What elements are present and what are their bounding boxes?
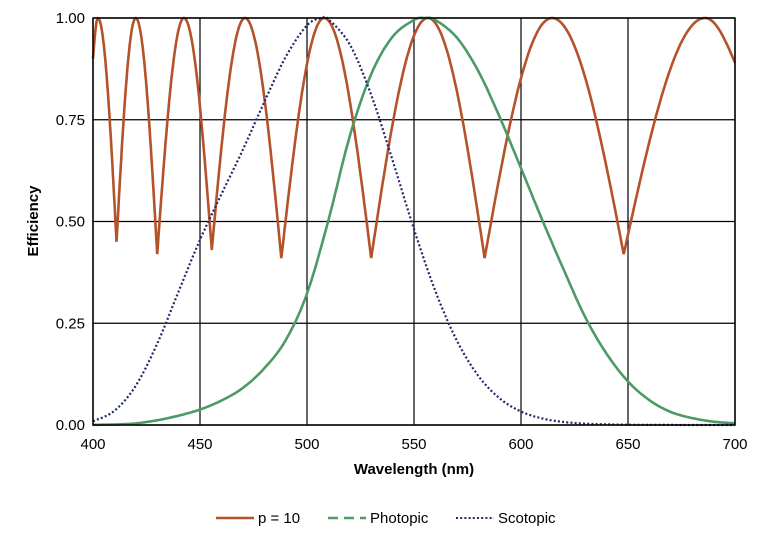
tick-labels: 400 450 500 550 600 650 700 0.00 0.25 0.50 0.75 1.0…	[56, 10, 748, 453]
x-tick-label: 550	[401, 436, 426, 453]
series-line-0	[91, 16, 737, 259]
legend-item: p = 10	[216, 510, 300, 527]
y-tick-label: 0.25	[56, 315, 85, 332]
y-tick-label: 1.00	[56, 10, 85, 27]
x-tick-label: 650	[615, 436, 640, 453]
legend-item: Photopic	[328, 510, 429, 527]
x-axis-label: Wavelength (nm)	[354, 461, 474, 478]
y-tick-label: 0.00	[56, 417, 85, 434]
legend-label: Photopic	[370, 510, 429, 527]
legend-label: Scotopic	[498, 510, 556, 527]
x-tick-label: 500	[294, 436, 319, 453]
legend: p = 10 Photopic Scotopic	[216, 510, 556, 527]
plot-frame	[92, 17, 736, 426]
legend-item: Scotopic	[456, 510, 556, 527]
y-tick-label: 0.75	[56, 112, 85, 129]
x-tick-label: 700	[722, 436, 747, 453]
y-axis-label: Efficiency	[25, 185, 42, 257]
x-tick-label: 450	[187, 436, 212, 453]
x-tick-label: 600	[508, 436, 533, 453]
y-tick-label: 0.50	[56, 214, 85, 231]
grid	[92, 17, 736, 426]
x-tick-label: 400	[80, 436, 105, 453]
legend-label: p = 10	[258, 510, 300, 527]
